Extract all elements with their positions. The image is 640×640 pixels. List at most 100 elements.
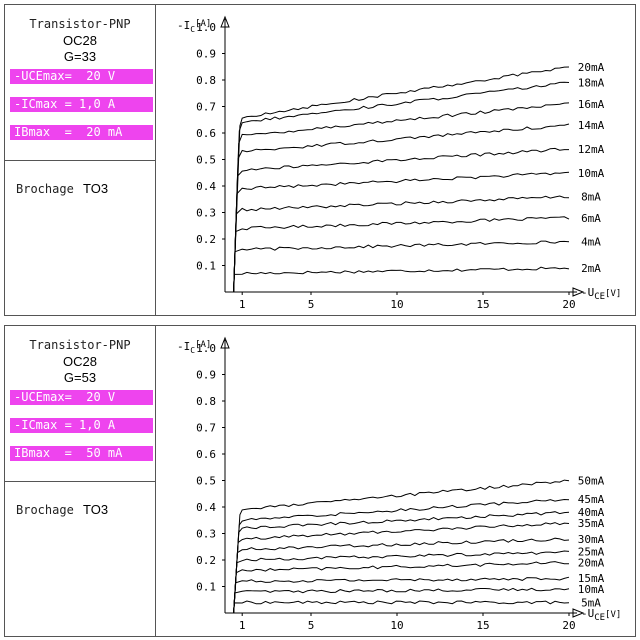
y-tick-label: 0.3 bbox=[196, 528, 216, 541]
series-line bbox=[233, 561, 570, 614]
series-line bbox=[233, 576, 570, 614]
transistor-type: Transistor-PNP bbox=[29, 338, 131, 352]
series-label: 35mA bbox=[578, 517, 605, 530]
x-axis-arrow bbox=[572, 287, 585, 297]
y-axis-label: -IC[A] bbox=[177, 340, 211, 355]
rating-ibmax: IBmax = 50 mA bbox=[10, 446, 153, 461]
series-label: 16mA bbox=[578, 98, 605, 111]
pinout-label: Brochage bbox=[16, 503, 74, 517]
chart-canvas-1: -IC[A] -UCE[V] 0.1 0.2 0.3 0.4 0.5 0.6 0.7 0.8 0.9… bbox=[177, 15, 621, 311]
series-label: 5mA bbox=[581, 596, 601, 609]
series-label: 45mA bbox=[578, 493, 605, 506]
transistor-specs-2: Transistor-PNP OC28 G=53 -UCEmax= 20 V -… bbox=[5, 326, 155, 482]
series-line bbox=[233, 171, 570, 293]
transistor-type: Transistor-PNP bbox=[29, 17, 131, 31]
series-line bbox=[233, 81, 570, 293]
characteristic-panel-2: Transistor-PNP OC28 G=53 -UCEmax= 20 V -… bbox=[4, 325, 636, 637]
x-tick-label: 1 bbox=[239, 298, 246, 311]
y-tick-label: 0.2 bbox=[196, 233, 216, 246]
series-line bbox=[233, 147, 569, 293]
series-label: 8mA bbox=[581, 191, 601, 204]
characteristic-panel-1: Transistor-PNP OC28 G=33 -UCEmax= 20 V -… bbox=[4, 4, 636, 316]
y-tick-label: 0.9 bbox=[196, 369, 216, 382]
series-label: 18mA bbox=[578, 77, 605, 90]
y-tick-label: 0.8 bbox=[196, 74, 216, 87]
series-label: 2mA bbox=[581, 262, 601, 275]
pinout-label: Brochage bbox=[16, 182, 74, 196]
series-label: 10mA bbox=[578, 167, 605, 180]
y-tick-label: 0.3 bbox=[196, 207, 216, 220]
series-label: 50mA bbox=[578, 475, 605, 488]
x-tick-label: 15 bbox=[476, 619, 489, 632]
rating-icmax: -ICmax = 1,0 A bbox=[10, 97, 153, 112]
series-label: 12mA bbox=[578, 143, 605, 156]
series-label: 14mA bbox=[578, 119, 605, 132]
series-line bbox=[233, 216, 570, 293]
y-tick-label: 0.9 bbox=[196, 48, 216, 61]
series-label: 30mA bbox=[578, 533, 605, 546]
transistor-gain: G=33 bbox=[63, 49, 97, 64]
series-line bbox=[233, 66, 570, 293]
series-label: 4mA bbox=[581, 236, 601, 249]
output-characteristic-chart-1: -IC[A] -UCE[V] 0.1 0.2 0.3 0.4 0.5 0.6 0.7 0.8 0.9… bbox=[157, 5, 635, 315]
y-tick-label: 1.0 bbox=[196, 21, 216, 34]
series-line bbox=[233, 102, 570, 293]
output-characteristic-chart-2: -IC[A] -UCE[V] 0.1 0.2 0.3 0.4 0.5 0.6 0.7 0.8 0.9… bbox=[157, 326, 635, 636]
series-line bbox=[233, 537, 570, 614]
y-tick-label: 0.1 bbox=[196, 581, 216, 594]
transistor-model: OC28 bbox=[63, 33, 97, 48]
series-label: 15mA bbox=[578, 572, 605, 585]
series-label: 6mA bbox=[581, 212, 601, 225]
y-tick-label: 0.6 bbox=[196, 448, 216, 461]
series-line bbox=[233, 511, 570, 614]
series-line bbox=[233, 240, 570, 293]
series-label: 20mA bbox=[578, 61, 605, 74]
rating-ucemax: -UCEmax= 20 V bbox=[10, 390, 153, 405]
x-tick-label: 15 bbox=[476, 298, 489, 311]
series-line bbox=[233, 522, 570, 614]
x-tick-label: 10 bbox=[390, 619, 403, 632]
x-tick-label: 1 bbox=[239, 619, 246, 632]
series-line bbox=[233, 587, 570, 614]
transistor-gain: G=53 bbox=[63, 370, 97, 385]
pinout-row: Brochage TO3 bbox=[16, 502, 108, 517]
series-line bbox=[233, 498, 570, 614]
series-label: 20mA bbox=[578, 557, 605, 570]
rating-icmax: -ICmax = 1,0 A bbox=[10, 418, 153, 433]
rating-ibmax: IBmax = 20 mA bbox=[10, 125, 153, 140]
x-tick-label: 10 bbox=[390, 298, 403, 311]
x-tick-label: 20 bbox=[562, 619, 575, 632]
y-tick-label: 0.1 bbox=[196, 260, 216, 273]
series-line bbox=[233, 600, 570, 614]
transistor-model: OC28 bbox=[63, 354, 97, 369]
y-tick-label: 0.5 bbox=[196, 154, 216, 167]
y-axis-label: -IC[A] bbox=[177, 19, 211, 34]
y-tick-label: 0.4 bbox=[196, 180, 216, 193]
transistor-specs-1: Transistor-PNP OC28 G=33 -UCEmax= 20 V -… bbox=[5, 5, 155, 161]
series-line bbox=[233, 195, 570, 293]
x-tick-label: 20 bbox=[562, 298, 575, 311]
y-tick-label: 1.0 bbox=[196, 342, 216, 355]
transistor-info-2: Transistor-PNP OC28 G=53 -UCEmax= 20 V -… bbox=[5, 326, 156, 636]
y-tick-label: 0.7 bbox=[196, 422, 216, 435]
rating-ucemax: -UCEmax= 20 V bbox=[10, 69, 153, 84]
series-line bbox=[233, 123, 570, 293]
pinout-case: TO3 bbox=[83, 181, 109, 196]
series-label: 40mA bbox=[578, 506, 605, 519]
y-tick-label: 0.8 bbox=[196, 395, 216, 408]
series-line bbox=[233, 550, 570, 614]
pinout-case: TO3 bbox=[83, 502, 109, 517]
transistor-info-1: Transistor-PNP OC28 G=33 -UCEmax= 20 V -… bbox=[5, 5, 156, 315]
x-tick-label: 5 bbox=[308, 298, 315, 311]
x-axis-label: -UCE[V] bbox=[581, 607, 621, 623]
x-axis-label: -UCE[V] bbox=[581, 286, 621, 302]
series-line bbox=[233, 266, 570, 293]
x-axis-arrow bbox=[572, 608, 585, 618]
y-tick-label: 0.6 bbox=[196, 127, 216, 140]
pinout-row: Brochage TO3 bbox=[16, 181, 108, 196]
series-line bbox=[233, 479, 570, 614]
series-label: 25mA bbox=[578, 546, 605, 559]
y-tick-label: 0.4 bbox=[196, 501, 216, 514]
x-tick-label: 5 bbox=[308, 619, 315, 632]
y-tick-label: 0.5 bbox=[196, 475, 216, 488]
